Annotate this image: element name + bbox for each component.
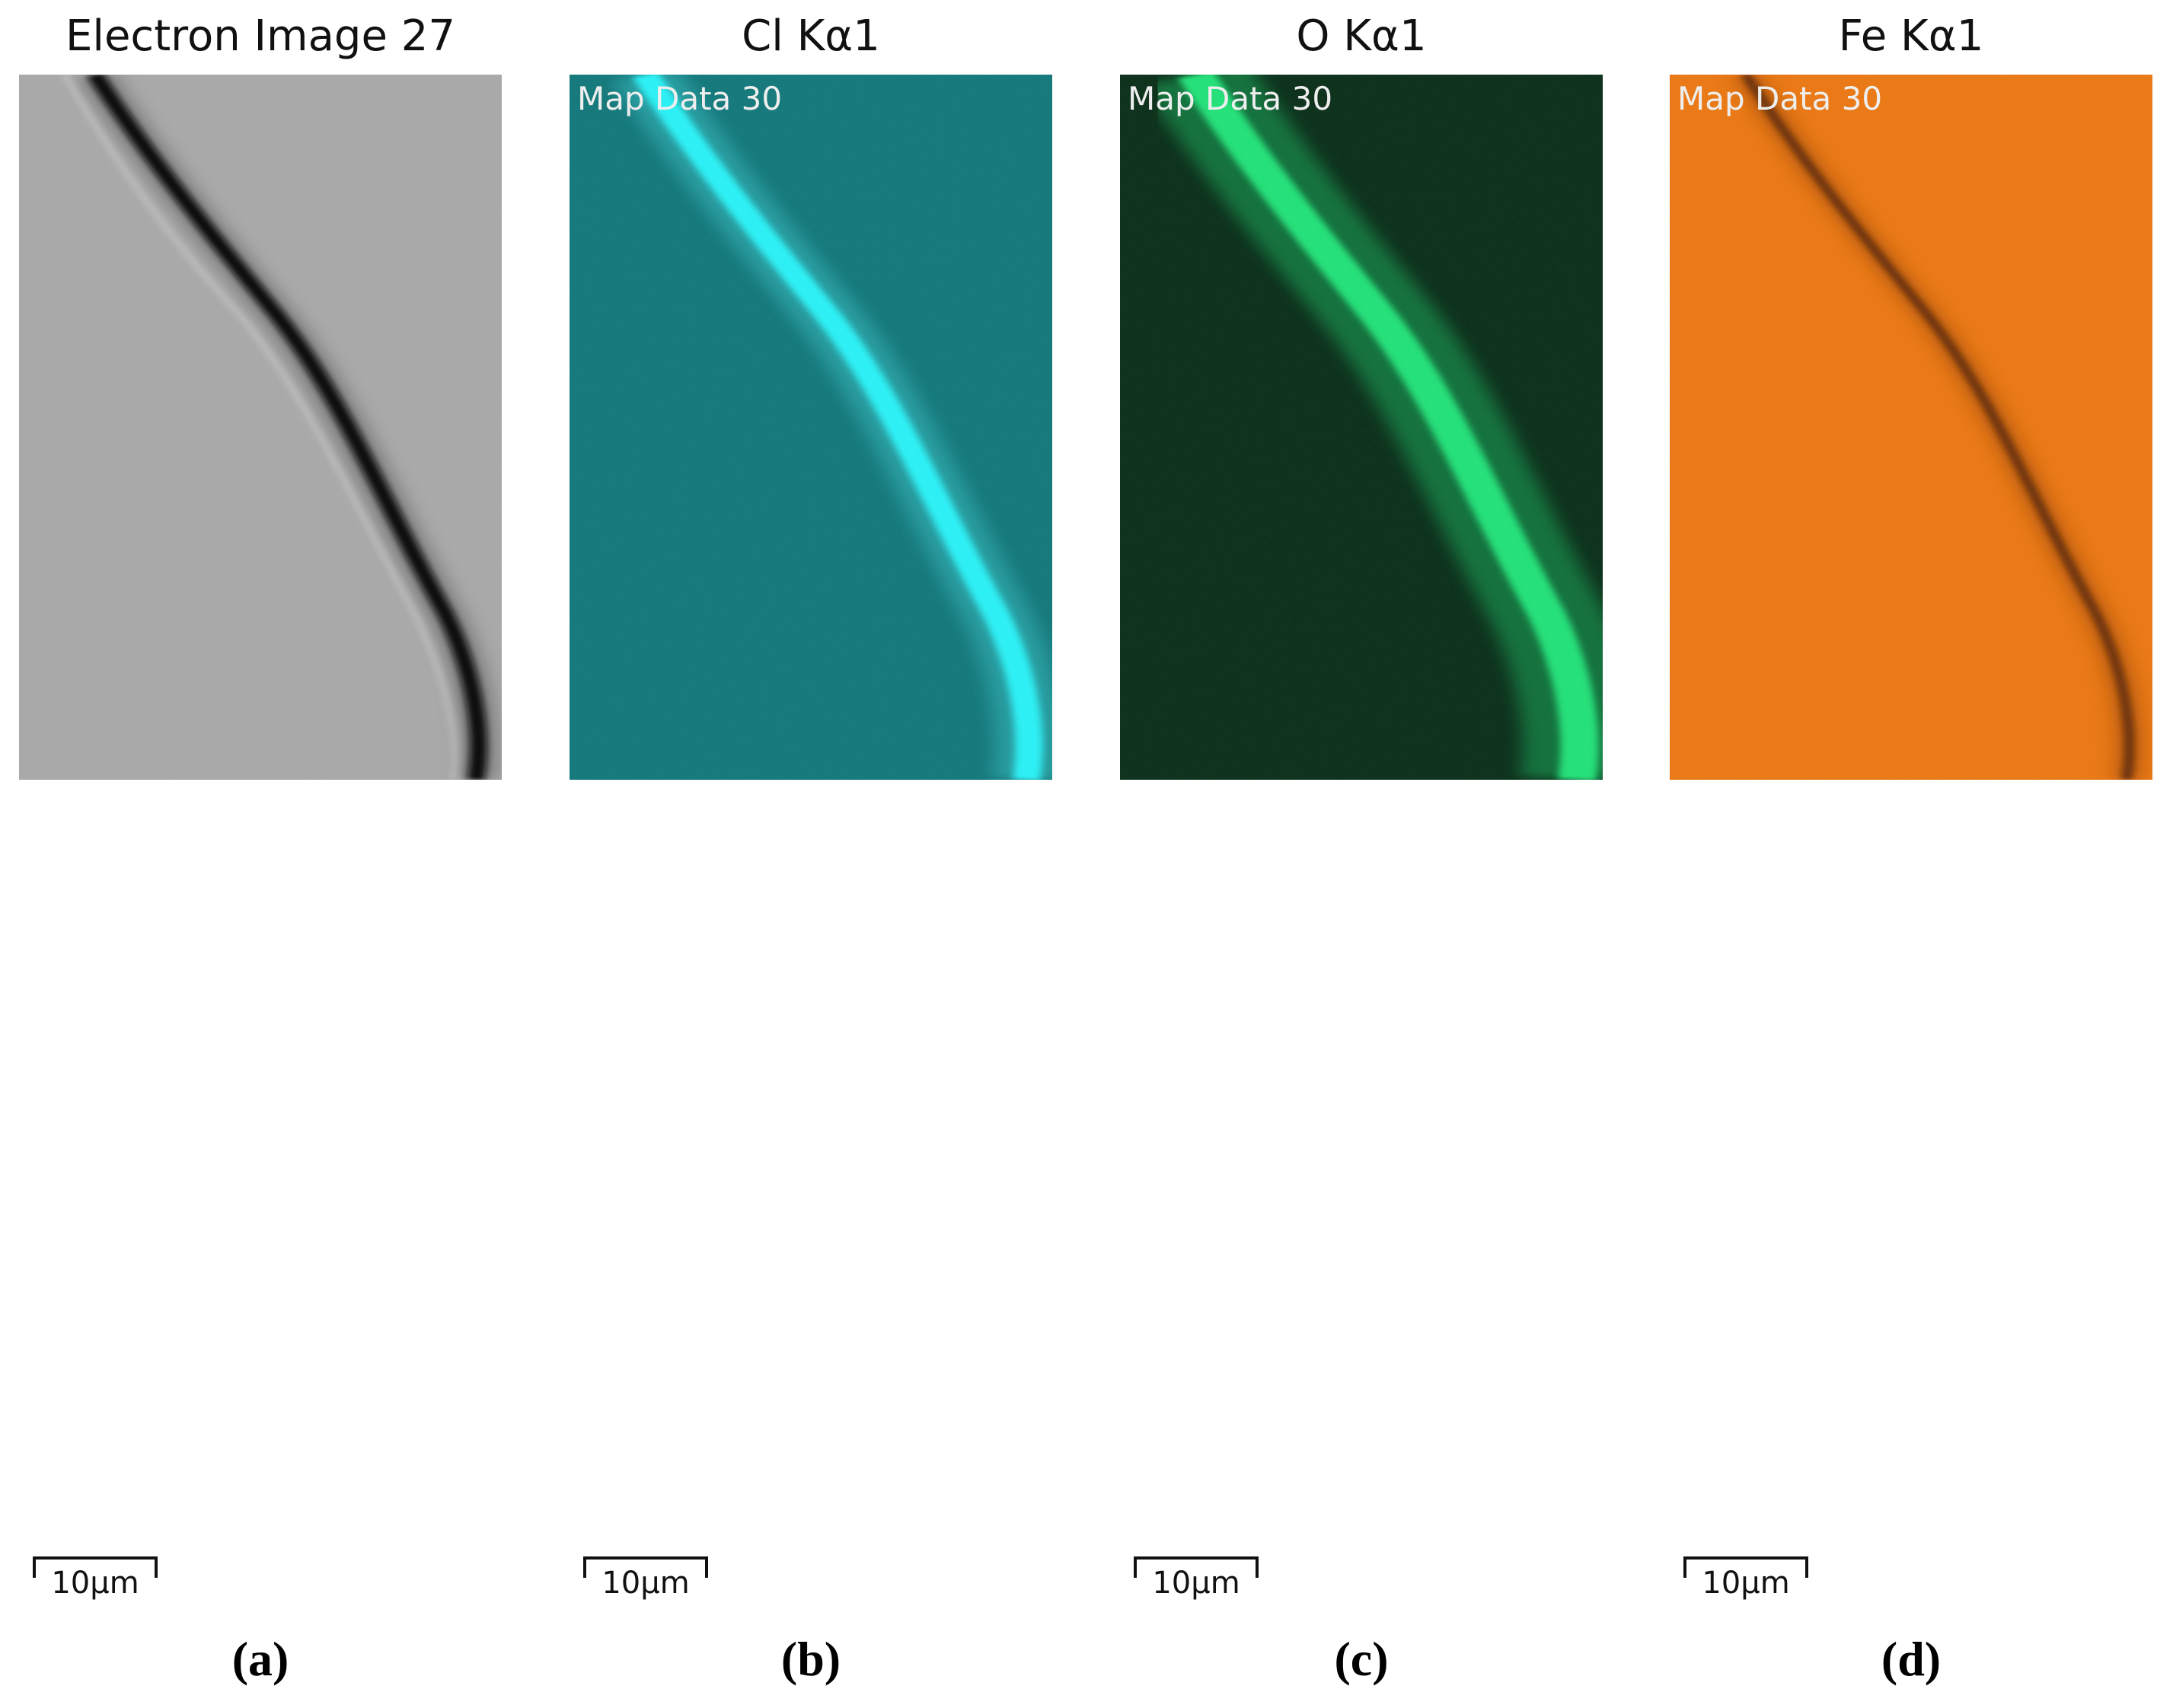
panel-title: Cl Kα1: [742, 11, 880, 61]
panel-caption: (b): [781, 1632, 841, 1686]
panel-title: O Kα1: [1296, 11, 1426, 61]
panel-caption: (d): [1881, 1632, 1941, 1686]
panel: O Kα1 Map Data 30 10μm (c): [1120, 11, 1603, 1686]
scale-label: 10μm: [1152, 1566, 1240, 1601]
scale-bar: [1134, 1556, 1259, 1578]
scale-bar: [33, 1556, 158, 1578]
scale-label: 10μm: [601, 1566, 689, 1601]
overlay-label: Map Data 30: [1128, 80, 1332, 117]
panel: Electron Image 27 10μm (a): [19, 11, 502, 1686]
scale-bar: [583, 1556, 708, 1578]
micrograph: [570, 75, 1052, 780]
micrograph: [1670, 75, 2152, 780]
panel-caption: (c): [1334, 1632, 1388, 1686]
overlay-label: Map Data 30: [1677, 80, 1882, 117]
panel: Fe Kα1 Map Data 30 10μm (d): [1670, 11, 2152, 1686]
scale-label: 10μm: [1702, 1566, 1789, 1601]
micrograph: [1120, 75, 1603, 780]
panel-title: Electron Image 27: [65, 11, 455, 61]
panel: Cl Kα1 Map Data 30 10μm (b): [570, 11, 1052, 1686]
panel-title: Fe Kα1: [1839, 11, 1984, 61]
micrograph: [19, 75, 502, 780]
overlay-label: Map Data 30: [577, 80, 782, 117]
panel-caption: (a): [232, 1632, 289, 1686]
scale-bar: [1683, 1556, 1808, 1578]
scale-label: 10μm: [51, 1566, 139, 1601]
